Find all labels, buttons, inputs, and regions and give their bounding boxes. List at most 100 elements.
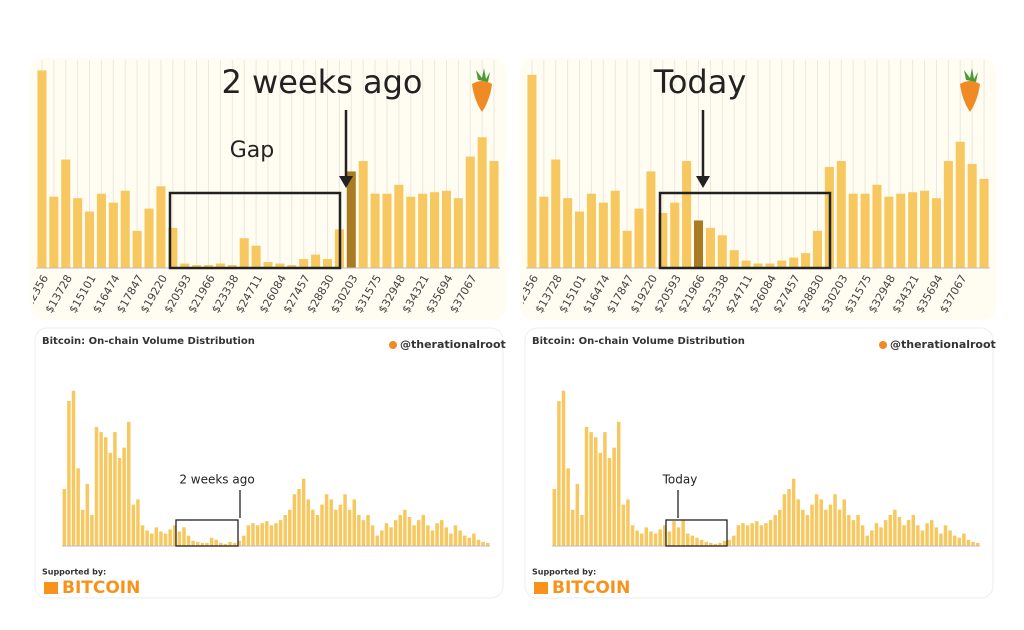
bar [943, 525, 948, 546]
bar [622, 230, 632, 268]
bar [76, 468, 80, 546]
bar [453, 198, 463, 268]
bar [426, 525, 430, 546]
bar [658, 213, 668, 268]
bar [649, 531, 653, 546]
bar [672, 521, 676, 546]
bar [403, 509, 407, 546]
bar [322, 259, 333, 268]
bar [370, 193, 380, 268]
bar [99, 432, 103, 546]
bar [626, 499, 630, 546]
bar [140, 525, 145, 546]
bar [168, 529, 172, 546]
bar [966, 539, 971, 546]
bar [287, 265, 297, 268]
bar [925, 523, 929, 546]
bar [653, 533, 658, 546]
bar [552, 489, 557, 546]
bar [971, 541, 975, 546]
bar [242, 535, 246, 546]
arrow-head [339, 176, 353, 188]
bar [621, 504, 626, 546]
bar [773, 514, 777, 546]
bar [358, 161, 368, 268]
bar [449, 533, 453, 546]
bar [113, 432, 117, 546]
gap-box [175, 519, 239, 547]
bar [764, 523, 768, 546]
bar [132, 230, 142, 268]
bar [603, 432, 607, 546]
bar [120, 190, 130, 268]
bar [695, 537, 699, 546]
bar [897, 517, 902, 546]
bar [94, 426, 99, 546]
bar [246, 525, 251, 546]
gap-box [168, 191, 342, 270]
bar [639, 533, 644, 546]
bar [699, 539, 704, 546]
bar [489, 161, 499, 268]
bar [73, 198, 83, 268]
bar [575, 211, 585, 268]
bar [801, 253, 811, 268]
bar [352, 499, 356, 546]
bar [727, 539, 731, 546]
bar [361, 520, 366, 546]
bar [67, 401, 71, 546]
bar [311, 254, 321, 268]
bar [644, 527, 649, 546]
bar [117, 458, 122, 546]
bar [85, 483, 90, 546]
bar [888, 514, 893, 546]
bar [439, 520, 444, 546]
bar [566, 468, 570, 546]
bar [297, 489, 301, 546]
bar [49, 196, 59, 268]
bar [343, 494, 347, 546]
bar [177, 531, 182, 546]
bar [444, 527, 449, 546]
brand: BITCOIN [552, 578, 630, 598]
bar [223, 543, 228, 546]
bar [872, 184, 882, 268]
bar [144, 208, 154, 268]
bar [347, 509, 352, 546]
bar [71, 390, 76, 546]
bar [366, 514, 370, 546]
bar [670, 202, 680, 268]
bar [979, 178, 989, 268]
carrot-icon [389, 341, 397, 349]
bar [338, 504, 343, 546]
bar [154, 527, 159, 546]
bar [122, 447, 126, 546]
bar [929, 520, 934, 546]
bar [288, 509, 292, 546]
bar [847, 514, 851, 546]
bar [458, 530, 462, 546]
bar [136, 499, 140, 546]
bar [334, 509, 338, 546]
bar [192, 265, 202, 268]
bar [634, 208, 644, 268]
bar [939, 533, 943, 546]
bar [879, 527, 883, 546]
bar [435, 523, 439, 546]
bar [962, 533, 966, 546]
bar [812, 230, 823, 268]
bar [251, 245, 261, 268]
bar [709, 542, 713, 546]
bar [418, 193, 428, 268]
bar [389, 527, 393, 546]
carrot-icon [472, 68, 492, 112]
bar [801, 509, 805, 546]
bar [593, 437, 598, 546]
bar [260, 523, 264, 546]
bar [186, 535, 191, 546]
bar [741, 260, 751, 268]
bar [681, 520, 685, 546]
bar [398, 514, 403, 546]
bar [750, 523, 754, 546]
